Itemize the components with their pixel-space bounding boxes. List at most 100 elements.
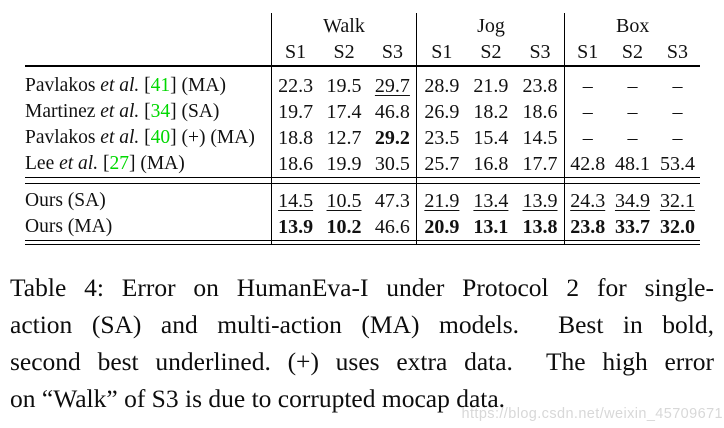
citation-number: 41: [150, 75, 171, 96]
metric-cell: 14.5: [516, 125, 565, 151]
metric-value: 17.7: [522, 152, 558, 175]
corner-cell: [25, 13, 271, 39]
metric-cell: 30.5: [368, 151, 417, 178]
metric-value: 13.8: [522, 215, 558, 238]
metric-cell: 25.7: [416, 151, 467, 178]
metric-value: 21.9: [424, 189, 460, 212]
col-header-box-s1: S1: [564, 39, 610, 67]
metric-value: 23.8: [522, 74, 558, 97]
method-label: Ours (SA): [25, 184, 271, 215]
col-header-jog-s1: S1: [416, 39, 467, 67]
col-header-box-s3: S3: [654, 39, 700, 67]
label-text: [: [98, 153, 110, 174]
col-header-jog-s3: S3: [515, 39, 565, 67]
label-text: ] (+) (MA): [170, 127, 255, 148]
col-header-walk-s3: S3: [368, 39, 417, 67]
etal-text: et al.: [100, 101, 140, 122]
etal-text: et al.: [59, 153, 99, 174]
citation-number: 27: [109, 153, 129, 174]
bottomrule-double: [25, 240, 700, 245]
metric-value: 46.6: [374, 215, 410, 238]
metric-cell: 46.6: [368, 214, 417, 241]
label-text: Pavlakos: [25, 127, 101, 148]
label-text: ] (MA): [170, 75, 226, 96]
metric-cell: 13.1: [466, 214, 515, 241]
column-group-box: Box: [564, 13, 700, 39]
column-group-walk: Walk: [270, 13, 417, 39]
midrule-double: [25, 177, 700, 184]
col-header-walk-s1: S1: [270, 39, 320, 67]
metric-cell: 13.4: [466, 184, 515, 215]
metric-cell: 16.8: [466, 151, 515, 178]
metric-cell: –: [610, 99, 655, 125]
metric-value: 10.2: [326, 215, 362, 238]
metric-cell: –: [655, 99, 700, 125]
metric-value: 13.4: [473, 189, 509, 212]
metric-value: –: [672, 100, 683, 123]
metric-cell: 21.9: [416, 183, 467, 214]
metric-value: 29.2: [374, 126, 410, 149]
metric-cell: 19.9: [320, 151, 369, 178]
metric-cell: 21.9: [466, 66, 515, 99]
metric-cell: 18.8: [270, 125, 320, 151]
metric-value: 14.5: [522, 126, 558, 149]
metric-value: 23.8: [570, 215, 606, 238]
metric-cell: 12.7: [320, 125, 369, 151]
etal-text: et al.: [100, 127, 140, 148]
metric-value: 18.6: [278, 152, 314, 175]
metric-value: 10.5: [326, 189, 362, 212]
metric-value: –: [672, 74, 683, 97]
metric-cell: 26.9: [416, 99, 467, 125]
metric-value: 19.9: [326, 152, 362, 175]
metric-cell: 13.9: [270, 214, 320, 241]
label-text: Lee: [25, 153, 60, 174]
metric-cell: 18.6: [270, 151, 320, 178]
metric-value: –: [582, 126, 593, 149]
metric-value: 19.7: [278, 100, 314, 123]
label-text: Martinez: [25, 101, 101, 122]
metric-cell: 24.3: [564, 183, 610, 214]
label-text: [: [139, 101, 151, 122]
col-header-jog-s2: S2: [466, 39, 516, 67]
metric-cell: 32.0: [655, 214, 700, 241]
caption-line: action (SA) and multi-action (MA) models…: [10, 309, 714, 339]
metric-cell: 22.3: [270, 66, 320, 99]
metric-cell: 20.9: [416, 214, 467, 241]
metric-cell: 33.7: [610, 214, 655, 241]
metric-cell: 46.8: [368, 99, 417, 125]
metric-value: 18.6: [522, 100, 558, 123]
metric-cell: 42.8: [564, 151, 610, 178]
column-group-jog: Jog: [416, 13, 565, 39]
metric-value: –: [582, 100, 593, 123]
metric-value: 23.5: [424, 126, 460, 149]
metric-cell: –: [564, 125, 610, 151]
metric-value: 19.5: [326, 74, 362, 97]
metric-cell: –: [564, 66, 610, 99]
metric-cell: 18.2: [466, 99, 515, 125]
metric-value: 26.9: [424, 100, 460, 123]
metric-value: 13.9: [522, 189, 558, 212]
caption-line: Table 4: Error on HumanEva-I under Proto…: [10, 272, 714, 302]
metric-cell: 23.5: [416, 125, 467, 151]
method-label: Martinez et al. [34] (SA): [25, 99, 271, 125]
metric-cell: 17.4: [320, 99, 369, 125]
metric-value: 24.3: [570, 189, 606, 212]
label-text: Ours (SA): [25, 190, 106, 211]
metric-cell: 15.4: [466, 125, 515, 151]
method-row: Lee et al. [27] (MA) 18.6 19.9 30.5 25.7 16.8…: [25, 151, 700, 178]
metric-cell: 14.5: [270, 183, 320, 214]
label-text: ] (MA): [128, 153, 185, 174]
label-text: [: [139, 75, 151, 96]
metric-value: 22.3: [278, 74, 314, 97]
label-text: Pavlakos: [25, 75, 101, 96]
citation-number: 40: [150, 127, 171, 148]
method-row: Pavlakos et al. [40] (+) (MA) 18.8 12.7 29.…: [25, 125, 700, 151]
metric-value: 13.9: [278, 215, 314, 238]
metric-cell: –: [610, 66, 655, 99]
col-header-box-s2: S2: [609, 39, 655, 67]
metric-value: 18.8: [278, 126, 314, 149]
metric-value: 14.5: [278, 189, 314, 212]
label-text: Ours (MA): [25, 216, 113, 237]
metric-cell: 29.7: [368, 66, 417, 99]
metric-cell: 19.7: [270, 99, 320, 125]
